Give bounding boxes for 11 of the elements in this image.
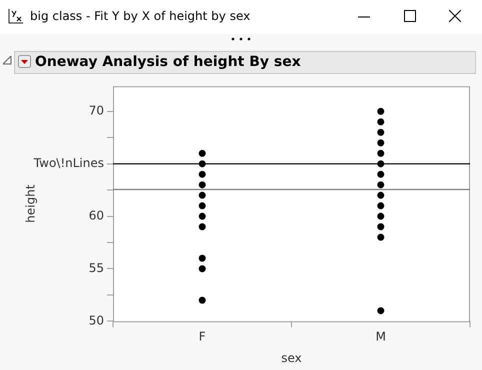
chart-title: Oneway Analysis of height By sex [35,54,301,70]
y-tick-label: 60 [88,208,104,222]
x-tick-label: M [376,330,386,344]
y-tick-label: 70 [88,104,104,118]
x-tick-label: F [198,330,206,344]
y-tick-label: 55 [88,260,104,275]
y-axis-title: height [23,184,38,223]
text: big class - Fit Y by X of height by sex [30,9,250,23]
x-axis-title: sex [281,350,302,365]
y-tick-label: Two\!nLines [32,156,104,170]
y-tick-label: 50 [88,313,104,328]
